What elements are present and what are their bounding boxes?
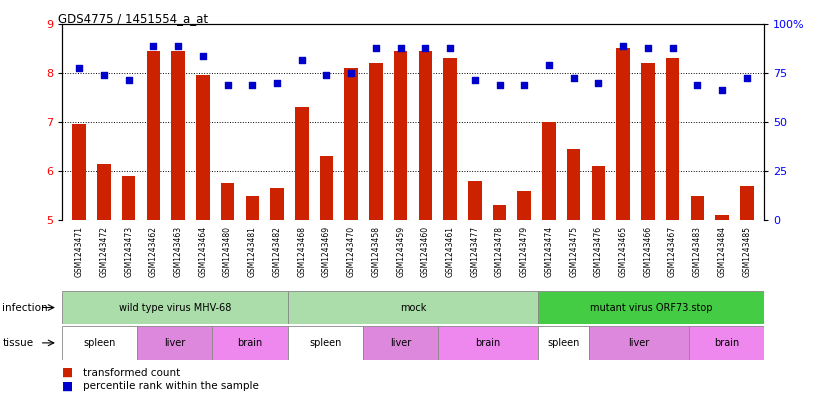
Bar xyxy=(438,326,539,360)
Text: transformed count: transformed count xyxy=(83,367,180,378)
Point xyxy=(616,42,629,49)
Text: mock: mock xyxy=(400,303,426,312)
Point xyxy=(344,70,358,76)
Bar xyxy=(122,176,135,220)
Bar xyxy=(468,181,482,220)
Bar xyxy=(715,215,729,220)
Point xyxy=(245,82,259,88)
Bar xyxy=(320,156,333,220)
Bar xyxy=(740,185,753,220)
Text: ■: ■ xyxy=(62,366,73,379)
Bar xyxy=(221,183,235,220)
Point xyxy=(122,77,135,83)
Point xyxy=(691,82,704,88)
Point xyxy=(197,52,210,59)
Text: brain: brain xyxy=(714,338,739,348)
Bar xyxy=(73,124,86,220)
Bar xyxy=(493,205,506,220)
Text: spleen: spleen xyxy=(83,338,116,348)
Bar xyxy=(270,188,284,220)
Point xyxy=(641,45,654,51)
Bar xyxy=(344,68,358,220)
Point xyxy=(419,45,432,51)
Bar xyxy=(691,195,704,220)
Point xyxy=(591,79,605,86)
Point xyxy=(270,79,283,86)
Point xyxy=(444,45,457,51)
Bar xyxy=(171,51,185,220)
Bar xyxy=(591,166,605,220)
Text: brain: brain xyxy=(237,338,263,348)
Bar xyxy=(287,326,363,360)
Bar xyxy=(137,326,212,360)
Text: infection: infection xyxy=(2,303,48,312)
Text: liver: liver xyxy=(390,338,411,348)
Point xyxy=(518,82,531,88)
Text: ■: ■ xyxy=(62,379,73,393)
Point xyxy=(715,87,729,93)
Point xyxy=(740,75,753,81)
Bar xyxy=(147,51,160,220)
Bar xyxy=(363,326,438,360)
Text: GDS4775 / 1451554_a_at: GDS4775 / 1451554_a_at xyxy=(58,12,208,25)
Point xyxy=(394,45,407,51)
Bar xyxy=(539,291,764,324)
Bar xyxy=(295,107,309,220)
Bar xyxy=(287,291,539,324)
Point xyxy=(493,82,506,88)
Bar xyxy=(394,51,407,220)
Bar xyxy=(666,58,679,220)
Bar xyxy=(444,58,457,220)
Bar xyxy=(567,149,581,220)
Bar xyxy=(245,195,259,220)
Point xyxy=(567,75,581,81)
Text: tissue: tissue xyxy=(2,338,34,348)
Point xyxy=(97,72,111,78)
Text: liver: liver xyxy=(164,338,185,348)
Text: spleen: spleen xyxy=(309,338,341,348)
Bar xyxy=(616,48,630,220)
Point xyxy=(369,45,382,51)
Point xyxy=(221,82,235,88)
Text: brain: brain xyxy=(476,338,501,348)
Point xyxy=(468,77,482,83)
Bar xyxy=(539,326,588,360)
Point xyxy=(666,45,679,51)
Bar xyxy=(641,63,655,220)
Text: liver: liver xyxy=(628,338,649,348)
Bar xyxy=(588,326,689,360)
Bar xyxy=(62,326,137,360)
Text: spleen: spleen xyxy=(548,338,580,348)
Point xyxy=(73,65,86,71)
Bar xyxy=(542,122,556,220)
Bar xyxy=(62,291,287,324)
Point xyxy=(295,57,308,64)
Text: wild type virus MHV-68: wild type virus MHV-68 xyxy=(119,303,231,312)
Point xyxy=(320,72,333,78)
Bar xyxy=(369,63,382,220)
Text: percentile rank within the sample: percentile rank within the sample xyxy=(83,381,259,391)
Text: mutant virus ORF73.stop: mutant virus ORF73.stop xyxy=(590,303,713,312)
Point xyxy=(543,62,556,68)
Point xyxy=(147,42,160,49)
Point xyxy=(172,42,185,49)
Bar xyxy=(517,191,531,220)
Bar xyxy=(419,51,432,220)
Bar xyxy=(212,326,287,360)
Bar xyxy=(196,75,210,220)
Bar xyxy=(97,163,111,220)
Bar xyxy=(689,326,764,360)
